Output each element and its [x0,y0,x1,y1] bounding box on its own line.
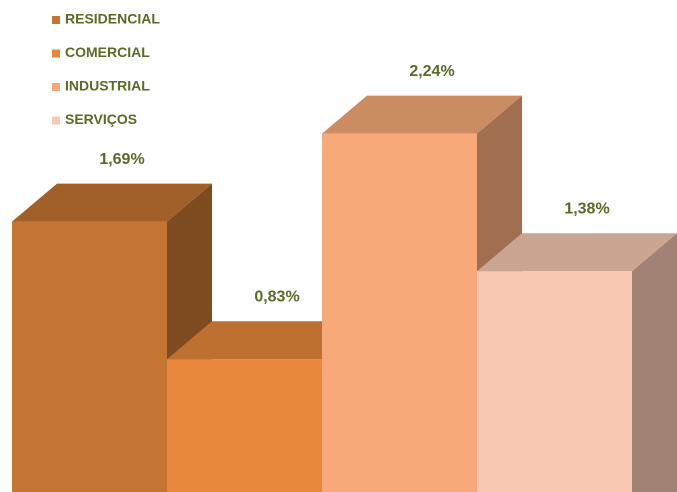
value-label: 2,24% [409,63,454,80]
bar-top [477,233,677,272]
value-label: 1,38% [564,200,609,217]
bar-side [632,233,677,492]
bar [167,359,322,492]
legend-label: INDUSTRIAL [65,78,150,94]
legend-swatch [52,49,60,58]
legend-swatch [52,16,60,24]
bar-top [322,95,522,134]
legend-swatch [52,116,60,125]
legend-label: SERVIÇOS [65,111,137,127]
bar [477,271,632,492]
bar-top [167,321,367,360]
value-label: 0,83% [254,288,299,305]
bar [322,133,477,492]
value-label: 1,69% [99,151,144,168]
legend-swatch [52,83,60,91]
legend-label: COMERCIAL [65,44,150,60]
bar [12,221,167,492]
bar-top [12,183,212,222]
legend-label: RESIDENCIAL [65,11,160,27]
